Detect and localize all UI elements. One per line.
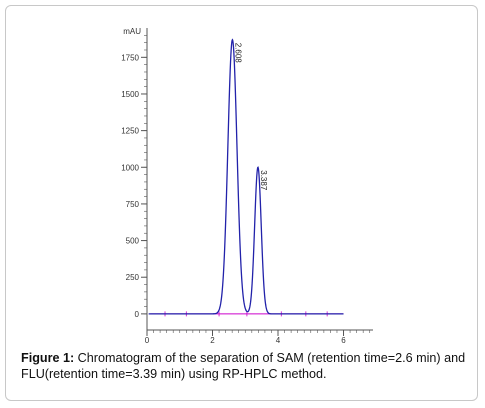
- y-tick-label: 1500: [121, 90, 139, 99]
- caption-label: Figure 1:: [21, 351, 75, 365]
- trace-line: [148, 38, 344, 315]
- y-tick-label: 500: [126, 237, 140, 246]
- figure-frame: [5, 5, 478, 401]
- peak-labels: 2.608 3.387: [233, 43, 268, 191]
- y-tick-label: 250: [126, 273, 140, 282]
- y-axis-label: mAU: [123, 27, 141, 36]
- chromatogram-chart: 0 250 500 750 1000 1250 1500 1750 mAU 0 2 4 6 2.608 3…: [121, 27, 373, 345]
- y-tick-label: 1250: [121, 127, 139, 136]
- y-tick-label: 1000: [121, 163, 139, 172]
- y-tick-label: 1750: [121, 53, 139, 62]
- chart-axes: 0 250 500 750 1000 1250 1500 1750 mAU 0 2 4 6: [121, 27, 373, 345]
- x-tick-label: 2: [210, 336, 215, 345]
- peak-label: 2.608: [233, 43, 242, 64]
- caption-text: Chromatogram of the separation of SAM (r…: [21, 351, 466, 381]
- y-tick-label: 0: [135, 310, 140, 319]
- figure-caption: Figure 1: Chromatogram of the separation…: [21, 350, 471, 382]
- x-tick-label: 0: [145, 336, 150, 345]
- x-tick-label: 4: [276, 336, 281, 345]
- peak-label: 3.387: [259, 170, 268, 191]
- x-tick-label: 6: [341, 336, 346, 345]
- chromatogram-trace: [148, 38, 344, 315]
- y-tick-label: 750: [126, 200, 140, 209]
